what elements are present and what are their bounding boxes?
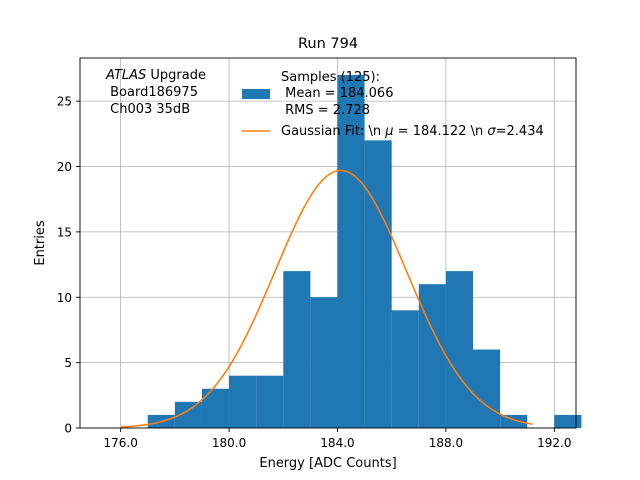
annotation-line-1-rest: Upgrade — [146, 68, 206, 83]
annotation-text: ATLAS Upgrade Board186975 Ch003 35dB — [105, 68, 206, 117]
histogram-bar-9 — [391, 310, 419, 428]
x-tick-label-0: 176.0 — [103, 436, 137, 450]
legend-fit-mu: μ — [384, 124, 393, 139]
legend-samples-line-1: Samples (125): — [281, 70, 380, 85]
histogram-bar-6 — [310, 297, 338, 428]
legend-fit-label: Gaussian Fit: \n μ = 184.122 \n σ=2.434 — [281, 124, 544, 139]
legend-fit-prefix: Gaussian Fit: \n — [281, 124, 385, 139]
histogram-bar-10 — [418, 284, 446, 428]
histogram-bar-8 — [364, 140, 392, 428]
legend-fit-suffix: =2.434 — [496, 124, 544, 139]
x-axis-label: Energy [ADC Counts] — [259, 456, 396, 471]
annotation-italic-word: ATLAS — [105, 68, 146, 83]
legend-samples-line-3: RMS = 2.728 — [281, 103, 370, 118]
y-tick-label-5: 25 — [57, 95, 72, 109]
x-axis-ticks: 176.0 180.0 184.0 188.0 192.0 — [103, 428, 571, 450]
y-tick-label-4: 20 — [57, 160, 72, 174]
histogram-bar-13 — [500, 414, 528, 428]
x-tick-label-2: 184.0 — [320, 436, 354, 450]
y-axis-ticks: 0 5 10 15 20 25 — [57, 95, 80, 436]
x-tick-label-4: 192.0 — [537, 436, 571, 450]
y-axis-label: Entries — [33, 220, 48, 266]
histogram-bar-12 — [473, 349, 501, 428]
svg-text:ATLAS Upgrade: ATLAS Upgrade — [105, 68, 206, 83]
y-tick-label-2: 10 — [57, 291, 72, 305]
legend-samples-line-2: Mean = 184.066 — [281, 86, 393, 101]
histogram-bar-15 — [554, 414, 582, 428]
histogram-bar-5 — [283, 271, 311, 428]
histogram-bars — [147, 74, 582, 429]
y-tick-label-0: 0 — [64, 422, 72, 436]
x-tick-label-3: 188.0 — [429, 436, 463, 450]
legend-patch-samples — [242, 89, 270, 99]
y-tick-label-1: 5 — [64, 356, 72, 370]
legend-fit-sigma: σ — [487, 124, 496, 139]
annotation-line-2: Board186975 — [106, 85, 198, 100]
histogram-bar-2 — [201, 388, 230, 428]
x-tick-label-1: 180.0 — [212, 436, 246, 450]
plot-frame — [79, 57, 577, 429]
annotation-line-3: Ch003 35dB — [106, 102, 190, 117]
legend: Samples (125): Mean = 184.066 RMS = 2.72… — [242, 70, 544, 139]
gaussian-fit-curve — [120, 169, 533, 428]
histogram-bar-7 — [337, 74, 365, 429]
histogram-bar-4 — [256, 375, 284, 428]
legend-fit-mid: = 184.122 \n — [394, 124, 488, 139]
y-tick-label-3: 15 — [57, 225, 72, 239]
histogram-bar-11 — [445, 271, 474, 428]
chart-title: Run 794 — [298, 36, 358, 52]
histogram-bar-3 — [229, 375, 257, 428]
